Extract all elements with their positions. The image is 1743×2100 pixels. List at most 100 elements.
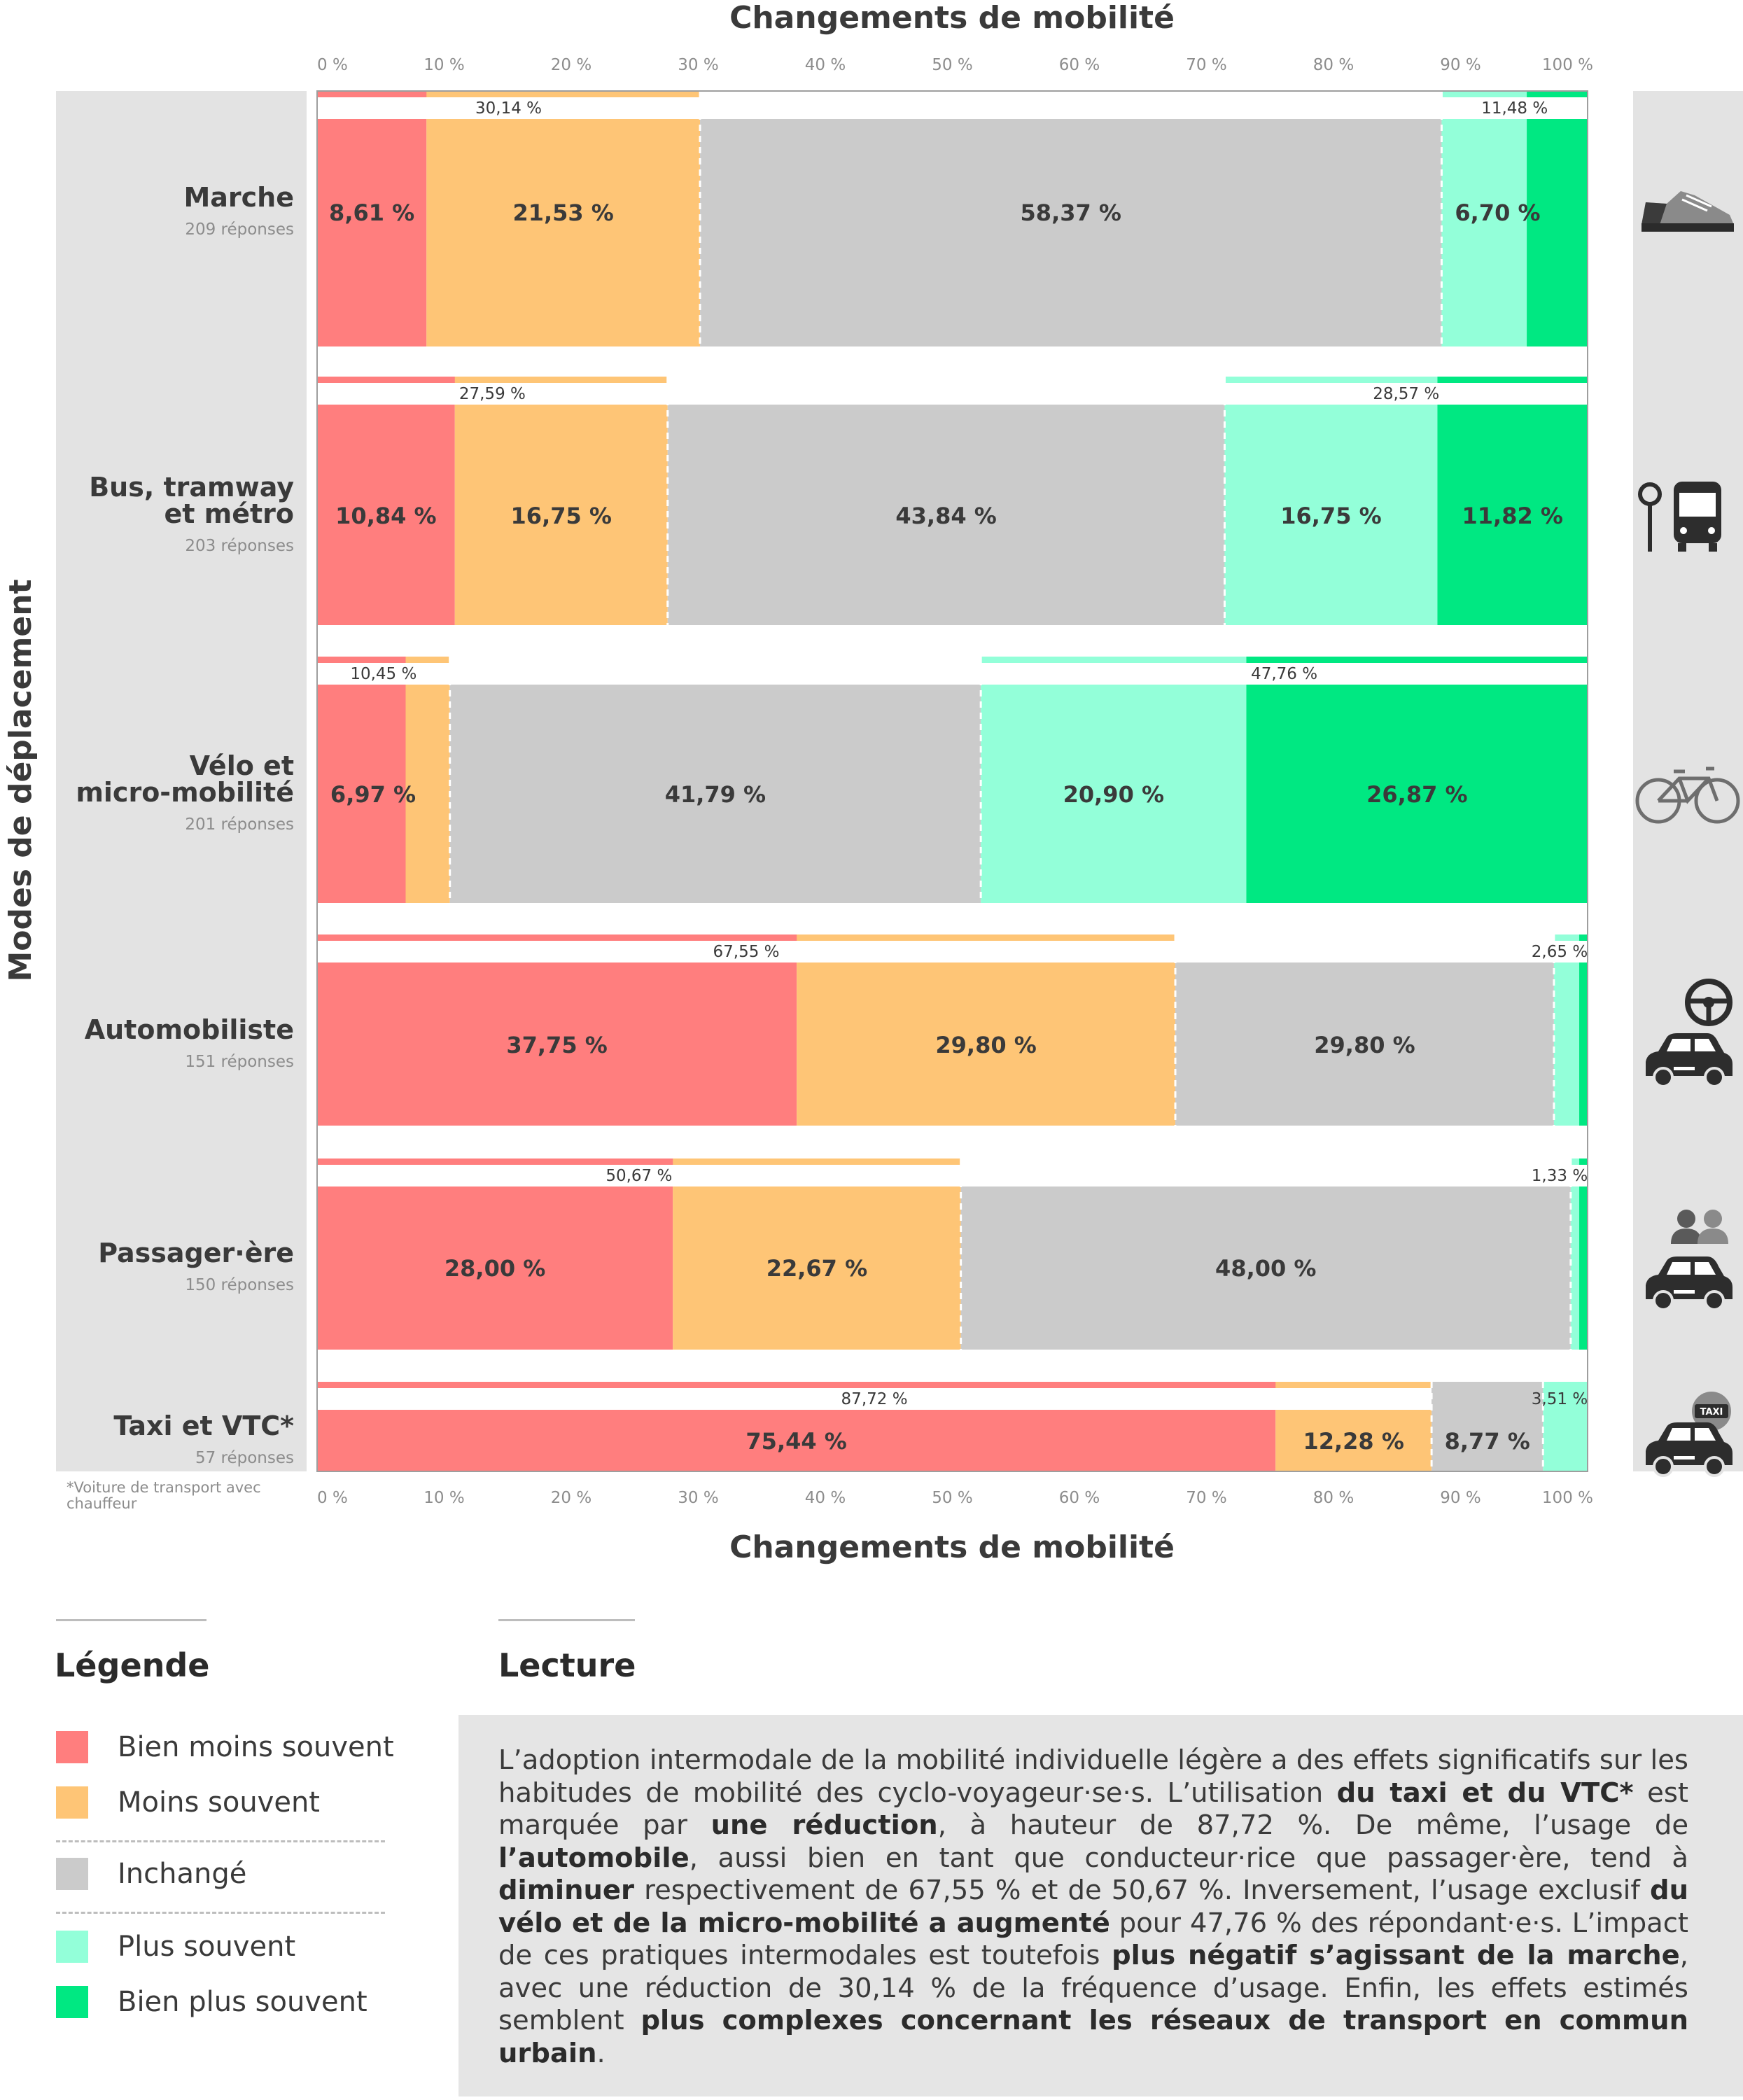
lecture-emphasis: l’automobile [498,1842,690,1874]
segment-value-label: 21,53 % [512,200,613,226]
x-tick-label-bottom: 90 % [1440,1489,1480,1507]
decrease-strip [317,934,1176,941]
legend-separator [56,1840,385,1842]
legend-title: Légende [55,1646,210,1684]
steering-spokes [1689,998,1728,1022]
car-wheel [1653,1290,1674,1311]
bar-plus [1441,119,1527,346]
x-tick-label-bottom: 10 % [424,1489,464,1507]
category-label: Bus, tramway [89,472,294,503]
legend-item: Bien moins souvent [56,1730,394,1764]
bus-wheel [1709,543,1717,552]
car-window [1667,1262,1716,1275]
x-tick-label-top: 40 % [805,56,846,74]
increase-strip-2 [1437,377,1588,383]
lecture-emphasis: une réduction [710,1809,938,1841]
lecture-emphasis: plus négatif s’agissant de la marche [1112,1940,1680,1971]
category-row: 87,72 % 3,51 % 75,44 % 12,28 % 8,77 % Taxi et… [113,1382,1588,1471]
passenger-head [1677,1210,1695,1228]
decrease-total-label: 10,45 % [350,665,416,683]
bar-inchange [1175,962,1554,1126]
lecture-emphasis: plus complexes concernant les réseaux de… [498,2005,1688,2069]
category-label: Vélo et [190,750,294,781]
bar-bien_moins [317,405,455,625]
legend-item: Moins souvent [56,1786,320,1819]
bus-stop-pole [1648,504,1652,552]
decrease-strip [317,657,450,663]
segment-value-label: 6,97 % [330,781,416,808]
category-row: 30,14 % 11,48 % 8,61 % 21,53 % 58,37 % 6,70 %… [183,91,1588,346]
category-label: et métro [164,498,294,529]
decrease-strip-2 [797,934,1176,941]
segment-value-label: 8,77 % [1445,1428,1530,1455]
lecture-span: , avec une réduction de 30,14 % de la fr… [498,1940,1688,2036]
segment-value-label: 11,82 % [1462,503,1563,529]
increase-total-label: 11,48 % [1481,99,1548,118]
bar-moins [797,962,1176,1126]
category-label: micro-mobilité [76,777,294,808]
decrease-strip-2 [405,657,450,663]
car-wheel [1704,1067,1725,1088]
car-passengers-icon [1646,1210,1732,1311]
car-wheel [1653,1456,1674,1477]
segment-value-label: 29,80 % [1314,1032,1415,1058]
category-label-strip [56,91,307,1471]
category-responses: 209 réponses [185,220,294,239]
x-tick-label-top: 60 % [1059,56,1100,74]
segment-value-label: 48,00 % [1215,1255,1316,1282]
shoe-heel [1642,202,1667,225]
x-tick-label-bottom: 100 % [1542,1489,1593,1507]
bar-bien_moins [317,1186,673,1350]
footnote-line-1: *Voiture de transport avec [66,1479,261,1496]
category-label: Automobiliste [85,1014,294,1045]
increase-total-label: 1,33 % [1532,1167,1588,1185]
category-label: Marche [183,182,294,213]
car-wheel [1704,1290,1725,1311]
bus-light [1680,527,1687,534]
chart-title-top: Changements de mobilité [729,0,1175,36]
category-row: 27,59 % 28,57 % 10,84 % 16,75 % 43,84 % 16,75… [89,377,1588,625]
segment-value-label: 10,84 % [335,503,436,529]
lecture-span: respectivement de 67,55 % et de 50,67 %.… [634,1875,1651,1906]
shoe-upper [1642,191,1734,225]
bus-window [1679,493,1716,517]
category-responses: 57 réponses [195,1449,294,1467]
lecture-span: , aussi bien en tant que conducteur·rice… [689,1842,1688,1874]
bar-inchange [449,685,981,903]
legend-rule [56,1619,206,1621]
lecture-text: L’adoption intermodale de la mobilité in… [498,1744,1688,2070]
increase-strip [1224,377,1438,383]
segment-value-label: 22,67 % [766,1255,867,1282]
bar-plus [1553,962,1580,1126]
bar-inchange [700,119,1442,346]
x-tick-label-top: 0 % [317,56,348,74]
lecture-span: . [596,2037,606,2069]
increase-strip-2 [1246,657,1588,663]
taxi-sign [1695,1404,1728,1418]
bar-inchange [1432,1382,1544,1471]
increase-total-label: 2,65 % [1532,943,1588,961]
legend-swatch [56,1786,88,1819]
increase-strip-2 [1579,1158,1588,1165]
segment-value-label: 41,79 % [665,781,766,808]
category-label: Taxi et VTC* [113,1410,294,1441]
segment-value-label: 20,90 % [1063,781,1164,808]
car-door-line [1674,1290,1695,1294]
x-tick-label-bottom: 0 % [317,1489,348,1507]
decrease-strip [317,1382,1432,1388]
bar-bien_moins [317,962,797,1126]
footnote-line-2: chauffeur [66,1495,137,1512]
increase-strip [1570,1158,1580,1165]
bike-frame [1657,766,1719,804]
lecture-emphasis: du taxi et du VTC* [1336,1777,1634,1809]
bar-plus [981,685,1247,903]
bar-moins [405,685,450,903]
increase-strip [1441,91,1527,97]
car-window [1667,1428,1716,1441]
y-axis-label: Modes de déplacement [3,579,38,981]
lecture-rule [498,1619,635,1621]
legend-item: Bien plus souvent [56,1985,368,2019]
bar-bien_plus [1579,1186,1588,1350]
category-responses: 201 réponses [185,816,294,834]
decrease-total-label: 87,72 % [841,1390,908,1408]
